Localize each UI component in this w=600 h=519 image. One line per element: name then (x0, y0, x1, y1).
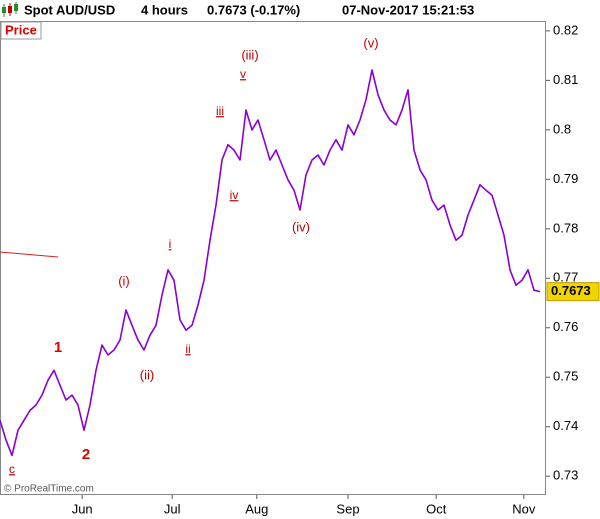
wave-label: iii (216, 104, 224, 118)
x-tick-label: Jun (72, 501, 93, 516)
wave-label: (iv) (292, 219, 310, 234)
wave-label: (iii) (241, 47, 258, 62)
x-tick-label: Jul (164, 501, 181, 516)
x-tick-label: Sep (336, 501, 359, 516)
timeframe: 4 hours (141, 2, 188, 17)
y-tick-label: 0.74 (553, 418, 578, 433)
wave-label: iv (230, 188, 239, 202)
wave-label: (ii) (140, 367, 154, 382)
wave-label: 2 (82, 446, 90, 463)
header: Spot AUD/USD 4 hours 0.7673 (-0.17%) 07-… (2, 2, 474, 17)
x-tick-label: Aug (245, 501, 268, 516)
wave-label: c (9, 462, 15, 476)
wave-label: 1 (54, 339, 62, 356)
panel-label-box (0, 21, 42, 40)
last-price-box (546, 282, 600, 302)
y-tick-label: 0.78 (553, 220, 578, 235)
watermark: © ProRealTime.com (4, 484, 94, 495)
plot-frame (0, 21, 546, 495)
quote: 0.7673 (-0.17%) (207, 2, 300, 17)
y-tick-label: 0.8 (553, 121, 571, 136)
y-tick-label: 0.81 (553, 72, 578, 87)
wave-label: ii (185, 342, 190, 356)
y-tick-label: 0.73 (553, 468, 578, 483)
symbol: Spot AUD/USD (24, 2, 115, 17)
wave-label: (i) (118, 273, 130, 288)
panel-label: Price (5, 22, 37, 37)
trend-line (0, 251, 59, 258)
y-tick-label: 0.79 (553, 171, 578, 186)
x-tick-label: Nov (512, 501, 536, 516)
y-tick-label: 0.82 (553, 22, 578, 37)
icon (8, 6, 12, 13)
wave-label: (v) (363, 35, 378, 50)
x-tick-label: Oct (426, 501, 447, 516)
y-tick-label: 0.76 (553, 319, 578, 334)
timestamp: 07-Nov-2017 15:21:53 (342, 2, 474, 17)
wave-label: v (240, 67, 246, 81)
y-tick-label: 0.77 (553, 270, 578, 285)
icon (14, 4, 18, 11)
y-tick-label: 0.75 (553, 369, 578, 384)
last-price-label: 0.7673 (551, 283, 591, 298)
wave-label: i (169, 237, 172, 251)
price-line (0, 69, 541, 457)
icon (2, 7, 6, 13)
